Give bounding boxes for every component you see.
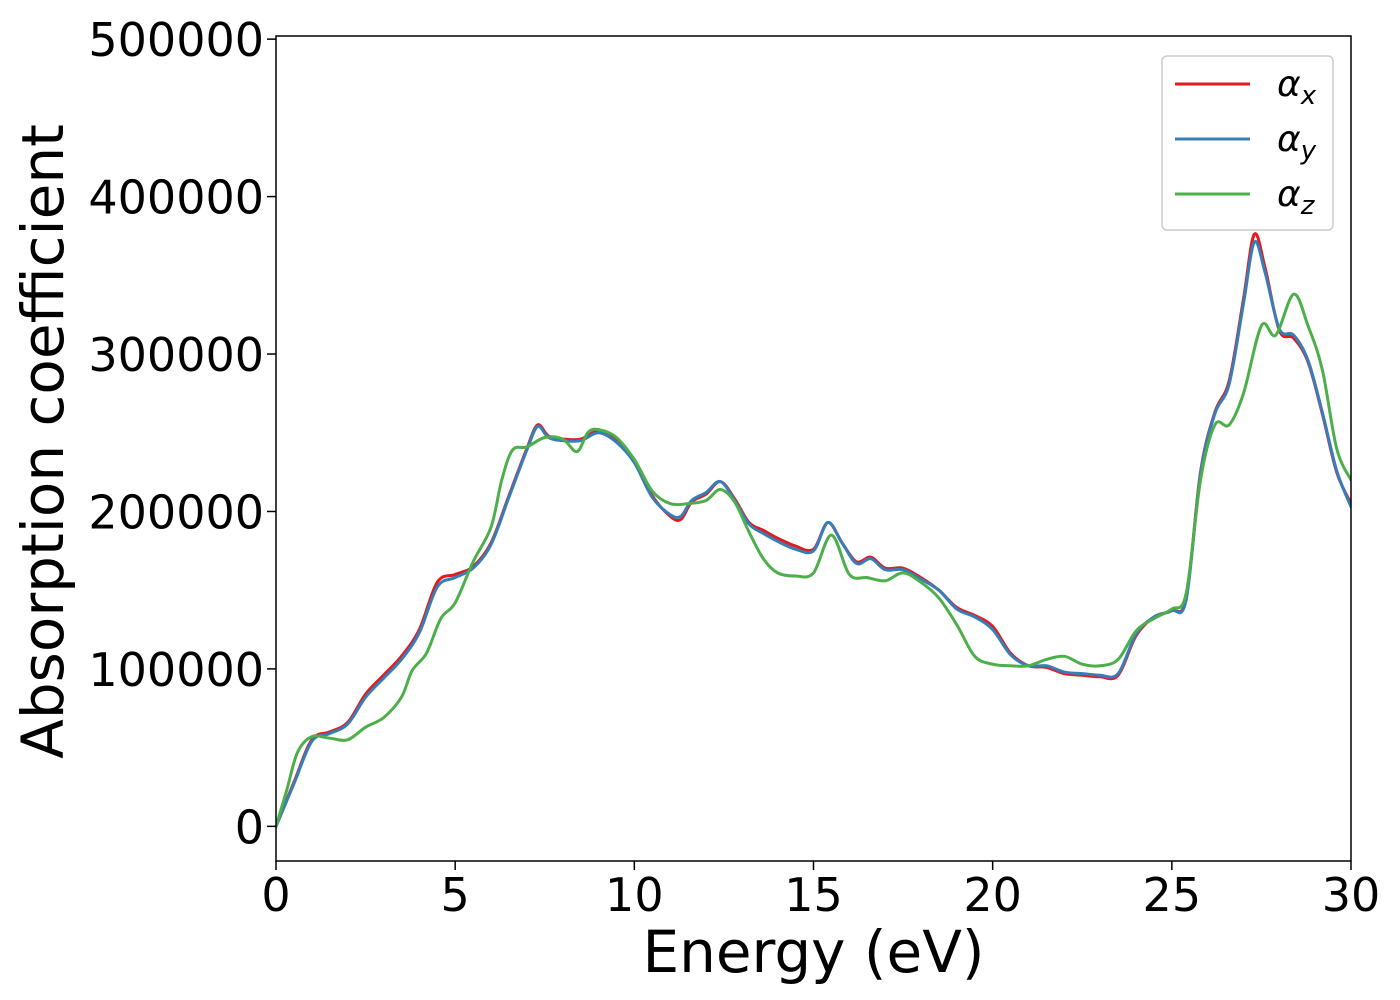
legend-label-y: αy [1277, 119, 1317, 166]
series-line-z [276, 292, 1351, 828]
plot-area [276, 232, 1351, 828]
x-tick-label: 20 [963, 868, 1022, 922]
x-tick-label: 30 [1322, 868, 1381, 922]
x-tick-label: 0 [261, 868, 290, 922]
series-line-x [276, 232, 1351, 828]
y-tick-label: 100000 [88, 643, 264, 697]
x-axis-title: Energy (eV) [642, 918, 984, 986]
x-tick-label: 25 [1143, 868, 1202, 922]
legend-label-z: αz [1277, 174, 1316, 221]
legend-label-x: αx [1277, 64, 1317, 111]
legend-box [1161, 55, 1334, 231]
series-line-y [276, 239, 1351, 828]
y-tick-label: 500000 [88, 13, 264, 67]
x-tick-label: 15 [784, 868, 843, 922]
y-tick-label: 200000 [88, 485, 264, 539]
y-axis: 0 100000 200000 300000 400000 500000 [88, 13, 276, 854]
y-tick-label: 0 [235, 800, 264, 854]
x-axis: 0 5 10 15 20 25 30 [261, 861, 1380, 922]
legend: αx αy αz [1161, 55, 1334, 231]
x-tick-label: 5 [441, 868, 470, 922]
y-axis-title: Absorption coefficient [9, 124, 77, 759]
y-tick-label: 300000 [88, 328, 264, 382]
y-tick-label: 400000 [88, 171, 264, 225]
x-tick-label: 10 [605, 868, 664, 922]
